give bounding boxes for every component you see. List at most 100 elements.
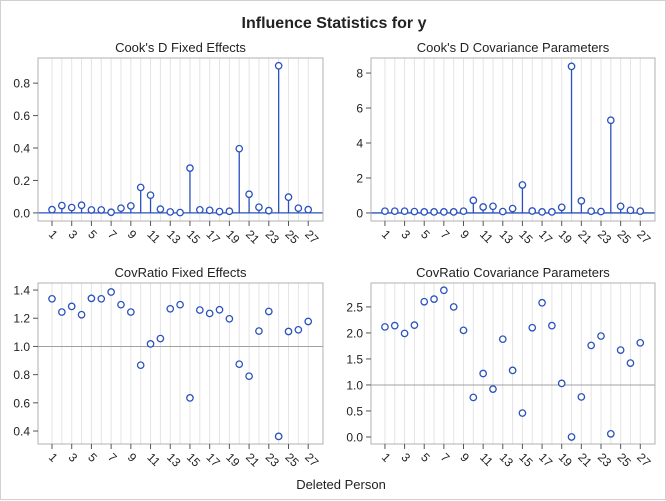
x-tick-label: 3 xyxy=(66,450,81,465)
y-tick-label: 0.4 xyxy=(13,425,30,439)
data-point xyxy=(57,308,66,316)
data-point xyxy=(284,193,293,202)
data-point xyxy=(410,321,419,329)
data-point xyxy=(107,208,115,217)
data-point xyxy=(567,433,576,441)
data-point xyxy=(255,327,263,335)
x-tick-label: 13 xyxy=(164,227,184,247)
x-tick-label: 21 xyxy=(243,450,263,470)
data-point xyxy=(410,207,419,216)
data-point xyxy=(195,205,204,214)
data-point xyxy=(508,366,517,375)
x-tick-label: 19 xyxy=(223,227,243,247)
data-point xyxy=(87,294,96,303)
data-point xyxy=(518,181,527,189)
y-tick-label: 0.0 xyxy=(346,430,363,444)
plot-frame xyxy=(370,282,656,445)
data-point xyxy=(489,202,497,211)
y-tick-label: 6 xyxy=(356,102,363,116)
data-point xyxy=(126,308,135,316)
data-point xyxy=(215,305,224,314)
data-point xyxy=(400,207,409,216)
x-tick-label: 15 xyxy=(516,227,536,247)
y-tick-label: 0.2 xyxy=(13,174,30,188)
data-point xyxy=(557,203,566,212)
x-axis-label: Deleted Person xyxy=(296,477,386,492)
y-tick-label: 1.5 xyxy=(346,352,363,366)
panel-title: CovRatio Covariance Parameters xyxy=(416,265,610,280)
x-tick-label: 23 xyxy=(263,227,283,247)
data-point xyxy=(215,207,224,216)
x-tick-label: 15 xyxy=(184,227,204,247)
data-point xyxy=(67,203,76,212)
data-point xyxy=(459,326,468,335)
x-tick-label: 3 xyxy=(398,227,413,242)
data-point xyxy=(489,385,497,393)
data-point xyxy=(469,196,478,205)
data-point xyxy=(87,206,96,214)
data-point xyxy=(548,321,556,330)
data-point xyxy=(606,116,615,125)
x-tick-label: 13 xyxy=(497,227,517,247)
data-point xyxy=(245,372,253,381)
x-tick-label: 3 xyxy=(398,450,413,465)
data-point xyxy=(587,341,596,350)
data-point xyxy=(294,204,303,213)
x-tick-label: 23 xyxy=(263,450,283,470)
data-point xyxy=(195,306,204,314)
x-tick-label: 1 xyxy=(379,450,394,465)
x-tick-label: 21 xyxy=(575,227,595,247)
data-point xyxy=(97,294,106,303)
data-point xyxy=(294,325,303,334)
data-point xyxy=(176,208,184,217)
x-tick-label: 9 xyxy=(125,450,140,465)
y-tick-label: 2 xyxy=(356,171,363,185)
data-point xyxy=(400,329,409,338)
data-point xyxy=(205,309,214,318)
data-point xyxy=(577,393,586,401)
x-tick-label: 17 xyxy=(204,227,224,247)
x-tick-label: 27 xyxy=(302,450,322,470)
data-point xyxy=(225,314,234,323)
data-point xyxy=(498,335,507,344)
x-tick-label: 11 xyxy=(477,450,496,469)
data-point xyxy=(538,298,546,307)
data-point xyxy=(67,302,76,311)
data-point xyxy=(166,304,175,313)
data-point xyxy=(449,303,458,311)
x-tick-label: 9 xyxy=(125,227,140,242)
data-point xyxy=(225,207,234,216)
data-point xyxy=(440,286,448,295)
panel-title: Cook's D Covariance Parameters xyxy=(417,40,610,55)
data-point xyxy=(57,201,66,210)
y-tick-label: 2.0 xyxy=(346,326,363,340)
data-point xyxy=(381,207,389,216)
x-tick-label: 13 xyxy=(497,450,517,470)
data-point xyxy=(126,202,135,210)
data-point xyxy=(548,208,556,216)
data-point xyxy=(508,204,517,213)
data-point xyxy=(430,295,438,303)
x-tick-label: 7 xyxy=(438,450,453,465)
data-point xyxy=(577,197,586,205)
y-tick-label: 0 xyxy=(356,206,363,220)
x-tick-label: 13 xyxy=(164,450,184,470)
data-point xyxy=(538,208,546,216)
data-point xyxy=(528,323,537,332)
x-tick-label: 27 xyxy=(302,227,322,247)
data-point xyxy=(77,201,86,210)
data-point xyxy=(156,334,165,343)
y-tick-label: 1.0 xyxy=(346,378,363,392)
x-tick-label: 15 xyxy=(184,450,204,470)
x-tick-label: 23 xyxy=(595,227,615,247)
x-tick-label: 7 xyxy=(105,227,120,242)
data-point xyxy=(117,204,125,213)
panel-title: Cook's D Fixed Effects xyxy=(115,40,246,55)
data-point xyxy=(626,359,635,367)
x-tick-label: 25 xyxy=(282,450,302,470)
data-point xyxy=(304,317,313,326)
data-point xyxy=(156,205,165,214)
panel-4: CovRatio Covariance Parameters 0.0 0.5 1.0 1… xyxy=(346,265,656,470)
x-tick-label: 5 xyxy=(85,227,100,242)
